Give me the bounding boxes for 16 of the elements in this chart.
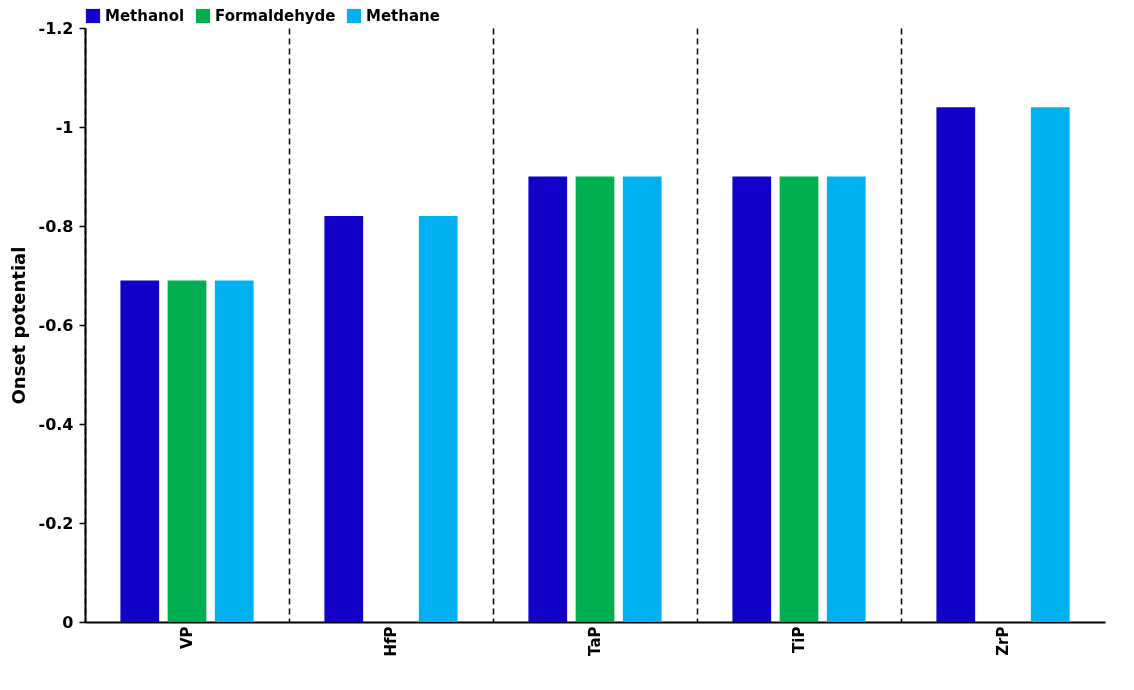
y-tick-label: -1	[55, 117, 74, 137]
x-tick-label: TaP	[586, 626, 604, 656]
x-tick-label: VP	[178, 626, 196, 650]
y-tick-label: 0	[62, 612, 74, 632]
y-tick-label: -0.6	[38, 315, 74, 335]
y-tick-label: -0.2	[38, 513, 74, 533]
legend-label: Methanol	[105, 7, 185, 25]
y-axis-title: Onset potential	[7, 246, 29, 405]
y-tick-label: -1.2	[38, 18, 74, 38]
legend-label: Formaldehyde	[215, 7, 336, 25]
x-tick-label: TiP	[790, 626, 808, 653]
x-tick-label: ZrP	[994, 626, 1012, 656]
legend-label: Methane	[366, 7, 440, 25]
y-tick-label: -0.4	[38, 414, 74, 434]
y-tick-label: -0.8	[38, 216, 74, 236]
x-tick-label: HfP	[382, 626, 400, 657]
